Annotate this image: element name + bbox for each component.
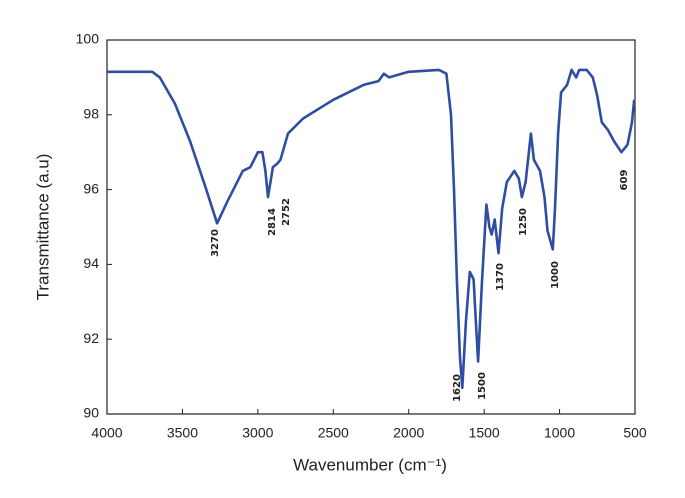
peak-label: 609	[619, 170, 630, 191]
y-tick-label: 98	[83, 106, 99, 122]
y-axis-title: Transmittance (a.u)	[33, 154, 52, 301]
peak-label: 3270	[210, 229, 221, 257]
y-tick-label: 90	[83, 405, 99, 421]
y-tick-label: 100	[76, 31, 100, 47]
x-tick-label: 4000	[91, 425, 122, 441]
peak-label: 2752	[281, 198, 292, 226]
x-tick-label: 1000	[544, 425, 575, 441]
y-tick-label: 94	[83, 255, 99, 271]
peak-label: 1250	[518, 208, 529, 236]
x-tick-label: 2500	[318, 425, 349, 441]
x-tick-label: 1500	[469, 425, 500, 441]
x-tick-label: 2000	[393, 425, 424, 441]
y-tick-label: 96	[83, 180, 99, 196]
peak-label: 1500	[477, 372, 488, 400]
y-tick-label: 92	[83, 330, 99, 346]
x-tick-label: 3000	[242, 425, 273, 441]
peak-label: 1370	[495, 263, 506, 291]
x-tick-label: 500	[623, 425, 647, 441]
peak-label: 2814	[267, 208, 278, 236]
x-tick-label: 3500	[167, 425, 198, 441]
plot-frame	[106, 39, 636, 415]
spectrum-line	[107, 68, 636, 390]
peak-label: 1000	[550, 261, 561, 289]
x-axis-title: Wavenumber (cm⁻¹)	[293, 455, 447, 474]
peak-label: 1620	[452, 374, 463, 402]
